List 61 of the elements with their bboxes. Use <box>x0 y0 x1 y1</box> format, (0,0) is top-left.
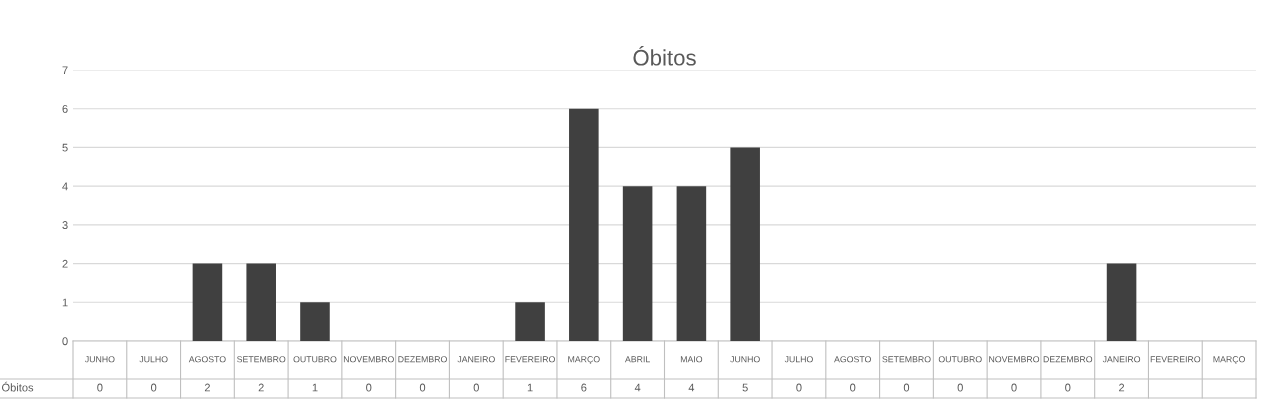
y-tick-label: 4 <box>62 182 68 191</box>
x-tick-label: DEZEMBRO <box>398 356 447 363</box>
bar <box>300 302 330 341</box>
x-tick-label: ABRIL <box>624 356 650 363</box>
x-tick-label: MAIO <box>680 356 703 363</box>
data-label: 2 <box>258 383 264 392</box>
x-tick-label: NOVEMBRO <box>343 356 394 363</box>
bar <box>1106 263 1137 341</box>
x-tick-label: FEVEREIRO <box>1150 356 1201 363</box>
bar <box>569 108 599 341</box>
data-label: 0 <box>97 383 103 392</box>
y-tick-label: 5 <box>62 143 68 152</box>
y-tick-label: 2 <box>62 259 68 268</box>
x-tick-label: AGOSTO <box>188 356 226 363</box>
bar <box>515 302 545 341</box>
bar <box>730 147 760 341</box>
data-label: 4 <box>688 383 695 392</box>
x-tick-label: DEZEMBRO <box>1043 356 1093 363</box>
data-label: 2 <box>204 383 210 392</box>
data-label: 0 <box>1065 383 1071 392</box>
data-label: 4 <box>634 383 641 392</box>
data-label: 0 <box>903 383 910 392</box>
data-label: 5 <box>742 383 748 392</box>
x-tick-label: JUNHO <box>84 356 115 363</box>
x-tick-label: FEVEREIRO <box>505 356 555 363</box>
x-tick-label: SETEMBRO <box>882 356 931 363</box>
x-tick-label: OUTUBRO <box>293 356 337 363</box>
data-label: 0 <box>151 383 157 392</box>
x-tick-label: SETEMBRO <box>237 356 286 363</box>
data-label: 1 <box>527 383 533 392</box>
x-tick-label: JULHO <box>784 356 813 363</box>
x-tick-label: JANEIRO <box>457 356 495 363</box>
bar <box>246 263 276 341</box>
y-tick-label: 3 <box>62 221 68 229</box>
x-tick-label: MARÇO <box>568 356 600 365</box>
bar <box>676 186 707 341</box>
bar <box>622 186 653 341</box>
data-label: 0 <box>957 383 963 392</box>
data-label: 0 <box>419 383 426 392</box>
x-tick-label: MARÇO <box>1213 356 1245 365</box>
x-tick-label: JUNHO <box>730 356 760 363</box>
data-label: 2 <box>1119 383 1125 392</box>
y-tick-label: 1 <box>62 298 68 307</box>
data-label: 0 <box>473 383 479 392</box>
x-tick-label: OUTUBRO <box>938 356 982 363</box>
data-label: 0 <box>850 383 856 392</box>
data-label: 1 <box>312 383 318 392</box>
x-tick-label: JULHO <box>139 356 168 363</box>
x-tick-label: AGOSTO <box>834 356 871 363</box>
data-label: 6 <box>581 383 587 392</box>
data-label: 0 <box>1011 383 1017 392</box>
bar <box>192 263 223 341</box>
x-tick-label: JANEIRO <box>1102 356 1141 363</box>
y-tick-label: 7 <box>62 66 68 75</box>
y-tick-label: 0 <box>62 337 68 346</box>
data-label: 0 <box>366 383 372 392</box>
y-tick-label: 6 <box>62 104 68 113</box>
data-label: 0 <box>796 383 802 392</box>
x-tick-label: NOVEMBRO <box>989 356 1040 363</box>
chart-title: Óbitos <box>633 46 696 66</box>
text: Óbitos <box>2 381 34 392</box>
